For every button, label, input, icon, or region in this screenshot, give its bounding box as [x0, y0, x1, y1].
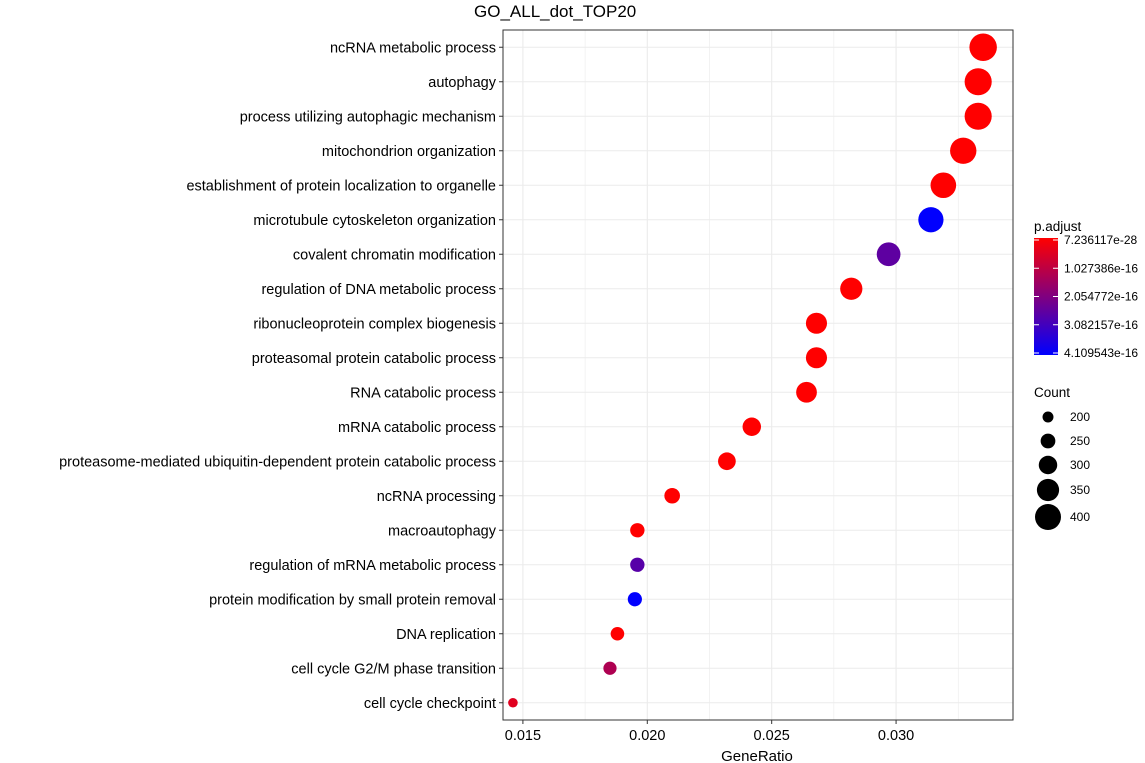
- data-point: [950, 137, 977, 164]
- colorbar-label: 1.027386e-16: [1064, 261, 1138, 275]
- y-tick-label: cell cycle checkpoint: [364, 696, 496, 712]
- data-point: [805, 312, 828, 334]
- data-point: [930, 172, 957, 199]
- count-legend-dot: [1036, 478, 1060, 502]
- y-tick-label: protein modification by small protein re…: [209, 592, 496, 608]
- x-tick-label: 0.030: [878, 728, 914, 744]
- data-point: [742, 417, 762, 436]
- colorbar-label: 3.082157e-16: [1064, 318, 1138, 332]
- plot-panel: [503, 30, 1013, 720]
- y-tick-label: ncRNA processing: [377, 489, 496, 505]
- chart-title: GO_ALL_dot_TOP20: [474, 2, 636, 21]
- count-legend-label: 200: [1070, 410, 1090, 424]
- y-tick-label: process utilizing autophagic mechanism: [240, 109, 496, 125]
- plot-panel-border: [502, 29, 1014, 721]
- colorbar-label: 7.236117e-28: [1064, 233, 1138, 247]
- data-point: [508, 697, 518, 708]
- y-tick-label: RNA catabolic process: [350, 385, 496, 401]
- y-tick-label: DNA replication: [396, 627, 496, 643]
- count-legend-dot: [1038, 455, 1058, 475]
- count-legend-dot: [1035, 504, 1061, 530]
- data-point: [610, 626, 625, 641]
- data-point: [718, 452, 736, 471]
- data-point: [964, 102, 992, 130]
- y-tick-label: mRNA catabolic process: [338, 420, 496, 436]
- y-tick-label: autophagy: [428, 75, 496, 91]
- y-tick-label: proteasomal protein catabolic process: [252, 351, 496, 367]
- count-legend-title: Count: [1034, 385, 1070, 400]
- y-tick-label: ribonucleoprotein complex biogenesis: [253, 316, 496, 332]
- p-adjust-legend-title: p.adjust: [1034, 219, 1082, 234]
- count-legend-label: 250: [1070, 434, 1090, 448]
- data-point: [805, 347, 828, 369]
- y-tick-label: cell cycle G2/M phase transition: [291, 661, 496, 677]
- count-legend-label: 400: [1070, 510, 1090, 524]
- count-legend-label: 350: [1070, 483, 1090, 497]
- data-point: [964, 68, 992, 96]
- y-tick-label: proteasome-mediated ubiquitin-dependent …: [59, 454, 496, 470]
- y-tick-label: establishment of protein localization to…: [186, 178, 496, 194]
- y-tick-label: microtubule cytoskeleton organization: [253, 213, 496, 229]
- data-point: [630, 523, 645, 538]
- count-legend-dot: [1040, 433, 1056, 449]
- y-tick-label: macroautophagy: [388, 523, 497, 539]
- data-point: [627, 592, 642, 607]
- data-point: [630, 557, 645, 572]
- data-point: [603, 661, 617, 675]
- y-tick-label: regulation of mRNA metabolic process: [249, 558, 496, 574]
- data-point: [918, 207, 944, 233]
- count-legend: Count 200 250 300 350 400: [1034, 385, 1090, 530]
- count-legend-label: 300: [1070, 458, 1090, 472]
- x-tick-label: 0.015: [505, 728, 541, 744]
- colorbar-label: 2.054772e-16: [1064, 290, 1138, 304]
- data-point: [840, 277, 863, 300]
- data-point: [796, 381, 817, 403]
- p-adjust-legend: p.adjust 7.236117e-28 1.027386e-16 2.05477…: [1034, 219, 1138, 360]
- y-tick-label: covalent chromatin modification: [293, 247, 496, 263]
- count-legend-dot: [1042, 411, 1054, 423]
- x-tick-label: 0.020: [629, 728, 665, 744]
- x-tick-label: 0.025: [754, 728, 790, 744]
- data-point: [664, 487, 680, 504]
- y-tick-label: ncRNA metabolic process: [330, 40, 496, 56]
- data-point: [969, 33, 997, 61]
- y-tick-label: regulation of DNA metabolic process: [261, 282, 496, 298]
- y-tick-label: mitochondrion organization: [322, 144, 496, 160]
- data-point: [876, 242, 901, 267]
- x-axis-title: GeneRatio: [721, 748, 793, 763]
- colorbar-label: 4.109543e-16: [1064, 346, 1138, 360]
